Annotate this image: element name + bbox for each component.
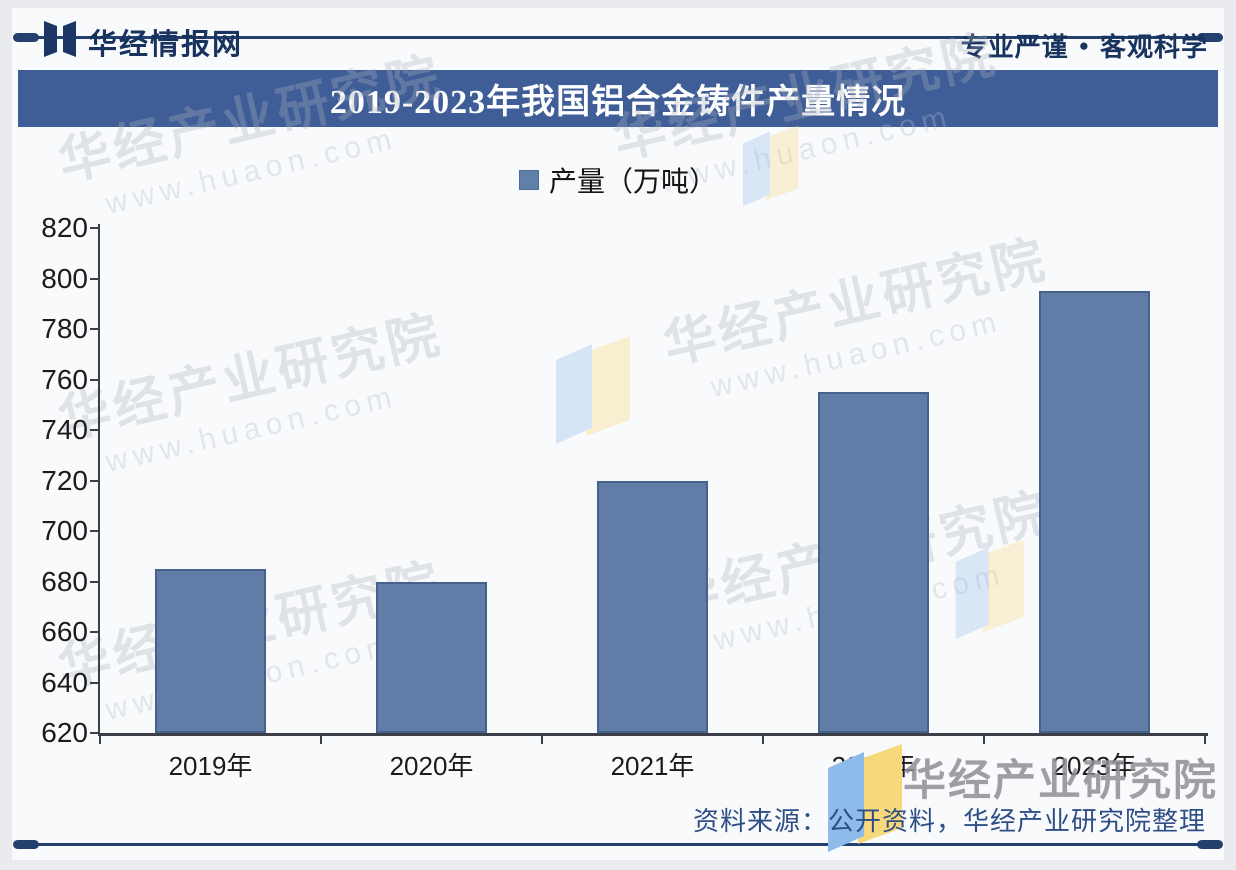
y-axis-tick (90, 530, 99, 532)
y-axis-label: 720 (41, 464, 88, 496)
bar-2019年 (155, 568, 266, 733)
y-axis-tick (90, 732, 99, 734)
y-axis-tick (90, 277, 99, 280)
tagline: 专业严谨 ● 客观科学 (961, 27, 1208, 64)
bar-2021年 (597, 480, 708, 733)
legend-label: 产量（万吨） (548, 166, 717, 197)
bottom-divider (15, 843, 1221, 846)
top-divider (15, 36, 1221, 39)
watermark-logo-mark (952, 538, 1029, 649)
bottom-divider-left-cap (13, 840, 39, 849)
bar-2022年 (818, 392, 929, 733)
watermark-logo-mark (740, 124, 803, 215)
legend-swatch-icon (518, 170, 539, 190)
page-title: 2019-2023年我国铝合金铸件产量情况 (329, 84, 907, 121)
footer-logo-text: 华经产业研究院 (903, 757, 1218, 805)
x-axis-line (98, 733, 1208, 736)
x-axis-tick (320, 735, 322, 744)
watermark-logo-mark (552, 334, 636, 455)
bar-2023年 (1039, 291, 1150, 733)
x-axis-label: 2021年 (610, 751, 695, 781)
top-divider-left-cap (13, 33, 39, 42)
brand: 华经情报网 (44, 20, 243, 63)
y-axis-label: 680 (41, 565, 88, 597)
y-axis-label: 820 (41, 212, 88, 243)
chart-legend: 产量（万吨） (0, 160, 1236, 200)
y-axis-tick (90, 681, 99, 684)
y-axis-tick (90, 479, 99, 482)
y-axis-tick (90, 429, 99, 431)
y-axis-label: 760 (41, 363, 88, 395)
footer-logo-mark (824, 742, 908, 863)
top-divider-right-cap (1197, 33, 1223, 42)
y-axis-label: 620 (41, 717, 88, 748)
bottom-divider-right-cap (1197, 840, 1223, 849)
y-axis-label: 800 (41, 262, 88, 294)
y-axis-tick (90, 580, 99, 583)
x-axis-label: 2019年 (168, 751, 253, 781)
y-axis-label: 780 (41, 313, 88, 344)
y-axis-tick (90, 378, 99, 381)
tagline-bullet-icon: ● (1078, 35, 1090, 55)
x-axis-label: 2023年 (1052, 751, 1137, 781)
y-axis-label: 660 (41, 616, 88, 647)
y-axis-label: 700 (41, 515, 88, 546)
data-source-note: 资料来源：公开资料，华经产业研究院整理 (692, 806, 1206, 836)
y-axis-tick (90, 631, 99, 633)
brand-name: 华经情报网 (88, 28, 244, 61)
y-axis-line (98, 224, 100, 736)
tagline-left: 专业严谨 (960, 32, 1069, 62)
x-axis-tick (99, 735, 101, 744)
x-axis-label: 2020年 (389, 751, 474, 781)
bar-2020年 (376, 581, 487, 733)
y-axis-label: 740 (41, 414, 88, 445)
y-axis-tick (90, 227, 99, 229)
y-axis-tick (90, 328, 99, 330)
x-axis-tick (983, 735, 985, 744)
y-axis-label: 640 (41, 666, 88, 698)
title-bar: 2019-2023年我国铝合金铸件产量情况 (18, 70, 1218, 127)
x-axis-tick (1204, 735, 1206, 744)
x-axis-tick (541, 735, 543, 744)
brand-logo-icon (44, 20, 76, 63)
x-axis-tick (762, 735, 764, 744)
tagline-right: 客观科学 (1099, 32, 1208, 62)
